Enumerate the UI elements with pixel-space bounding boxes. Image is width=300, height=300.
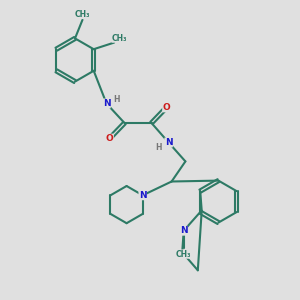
Text: H: H [114, 95, 120, 104]
Text: H: H [155, 142, 161, 152]
Text: O: O [106, 134, 113, 143]
Text: N: N [139, 191, 146, 200]
Text: CH₃: CH₃ [176, 250, 191, 259]
Text: N: N [165, 138, 172, 147]
Text: N: N [103, 99, 110, 108]
Text: CH₃: CH₃ [112, 34, 127, 43]
Text: CH₃: CH₃ [75, 10, 90, 19]
Text: N: N [180, 226, 188, 235]
Text: O: O [163, 103, 170, 112]
